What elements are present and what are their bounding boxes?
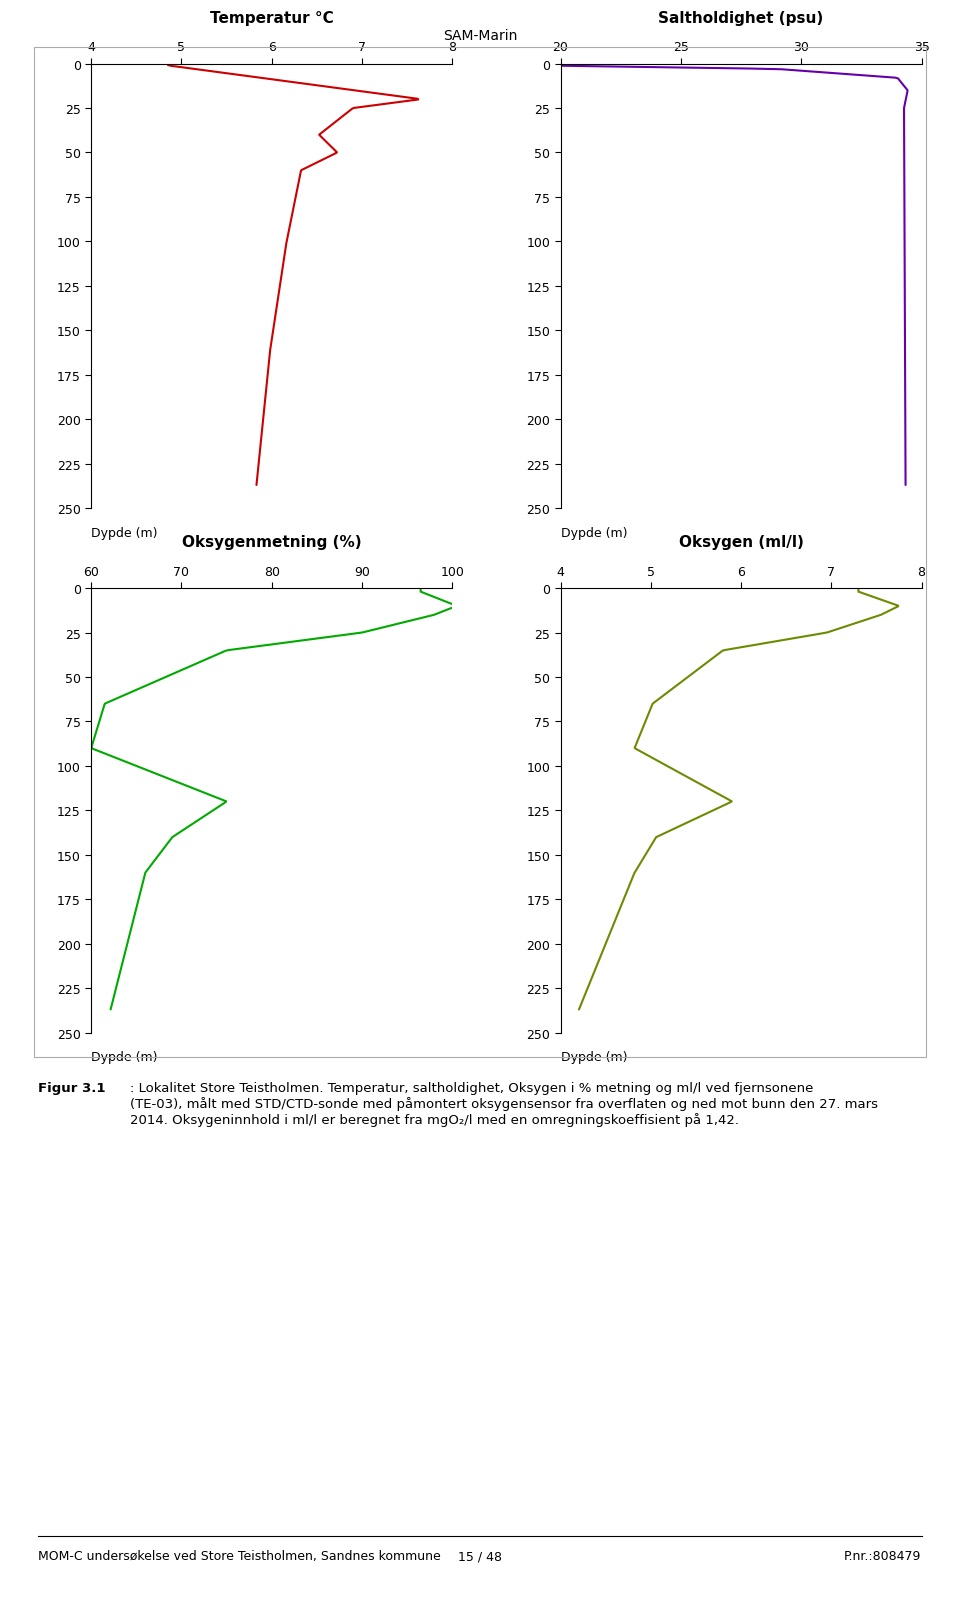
- Text: SAM-Marin: SAM-Marin: [443, 29, 517, 44]
- Text: Figur 3.1: Figur 3.1: [38, 1081, 106, 1094]
- Text: Dypde (m): Dypde (m): [561, 526, 627, 539]
- Title: Saltholdighet (psu): Saltholdighet (psu): [659, 11, 824, 26]
- Text: : Lokalitet Store Teistholmen. Temperatur, saltholdighet, Oksygen i % metning og: : Lokalitet Store Teistholmen. Temperatu…: [130, 1081, 877, 1127]
- Title: Oksygen (ml/l): Oksygen (ml/l): [679, 536, 804, 550]
- Text: MOM-C undersøkelse ved Store Teistholmen, Sandnes kommune: MOM-C undersøkelse ved Store Teistholmen…: [38, 1549, 442, 1562]
- Text: P.nr.:808479: P.nr.:808479: [844, 1549, 922, 1562]
- Text: 15 / 48: 15 / 48: [458, 1549, 502, 1562]
- Text: Dypde (m): Dypde (m): [561, 1051, 627, 1064]
- Text: Dypde (m): Dypde (m): [91, 526, 157, 539]
- Title: Oksygenmetning (%): Oksygenmetning (%): [181, 536, 362, 550]
- Title: Temperatur °C: Temperatur °C: [210, 11, 333, 26]
- Text: Dypde (m): Dypde (m): [91, 1051, 157, 1064]
